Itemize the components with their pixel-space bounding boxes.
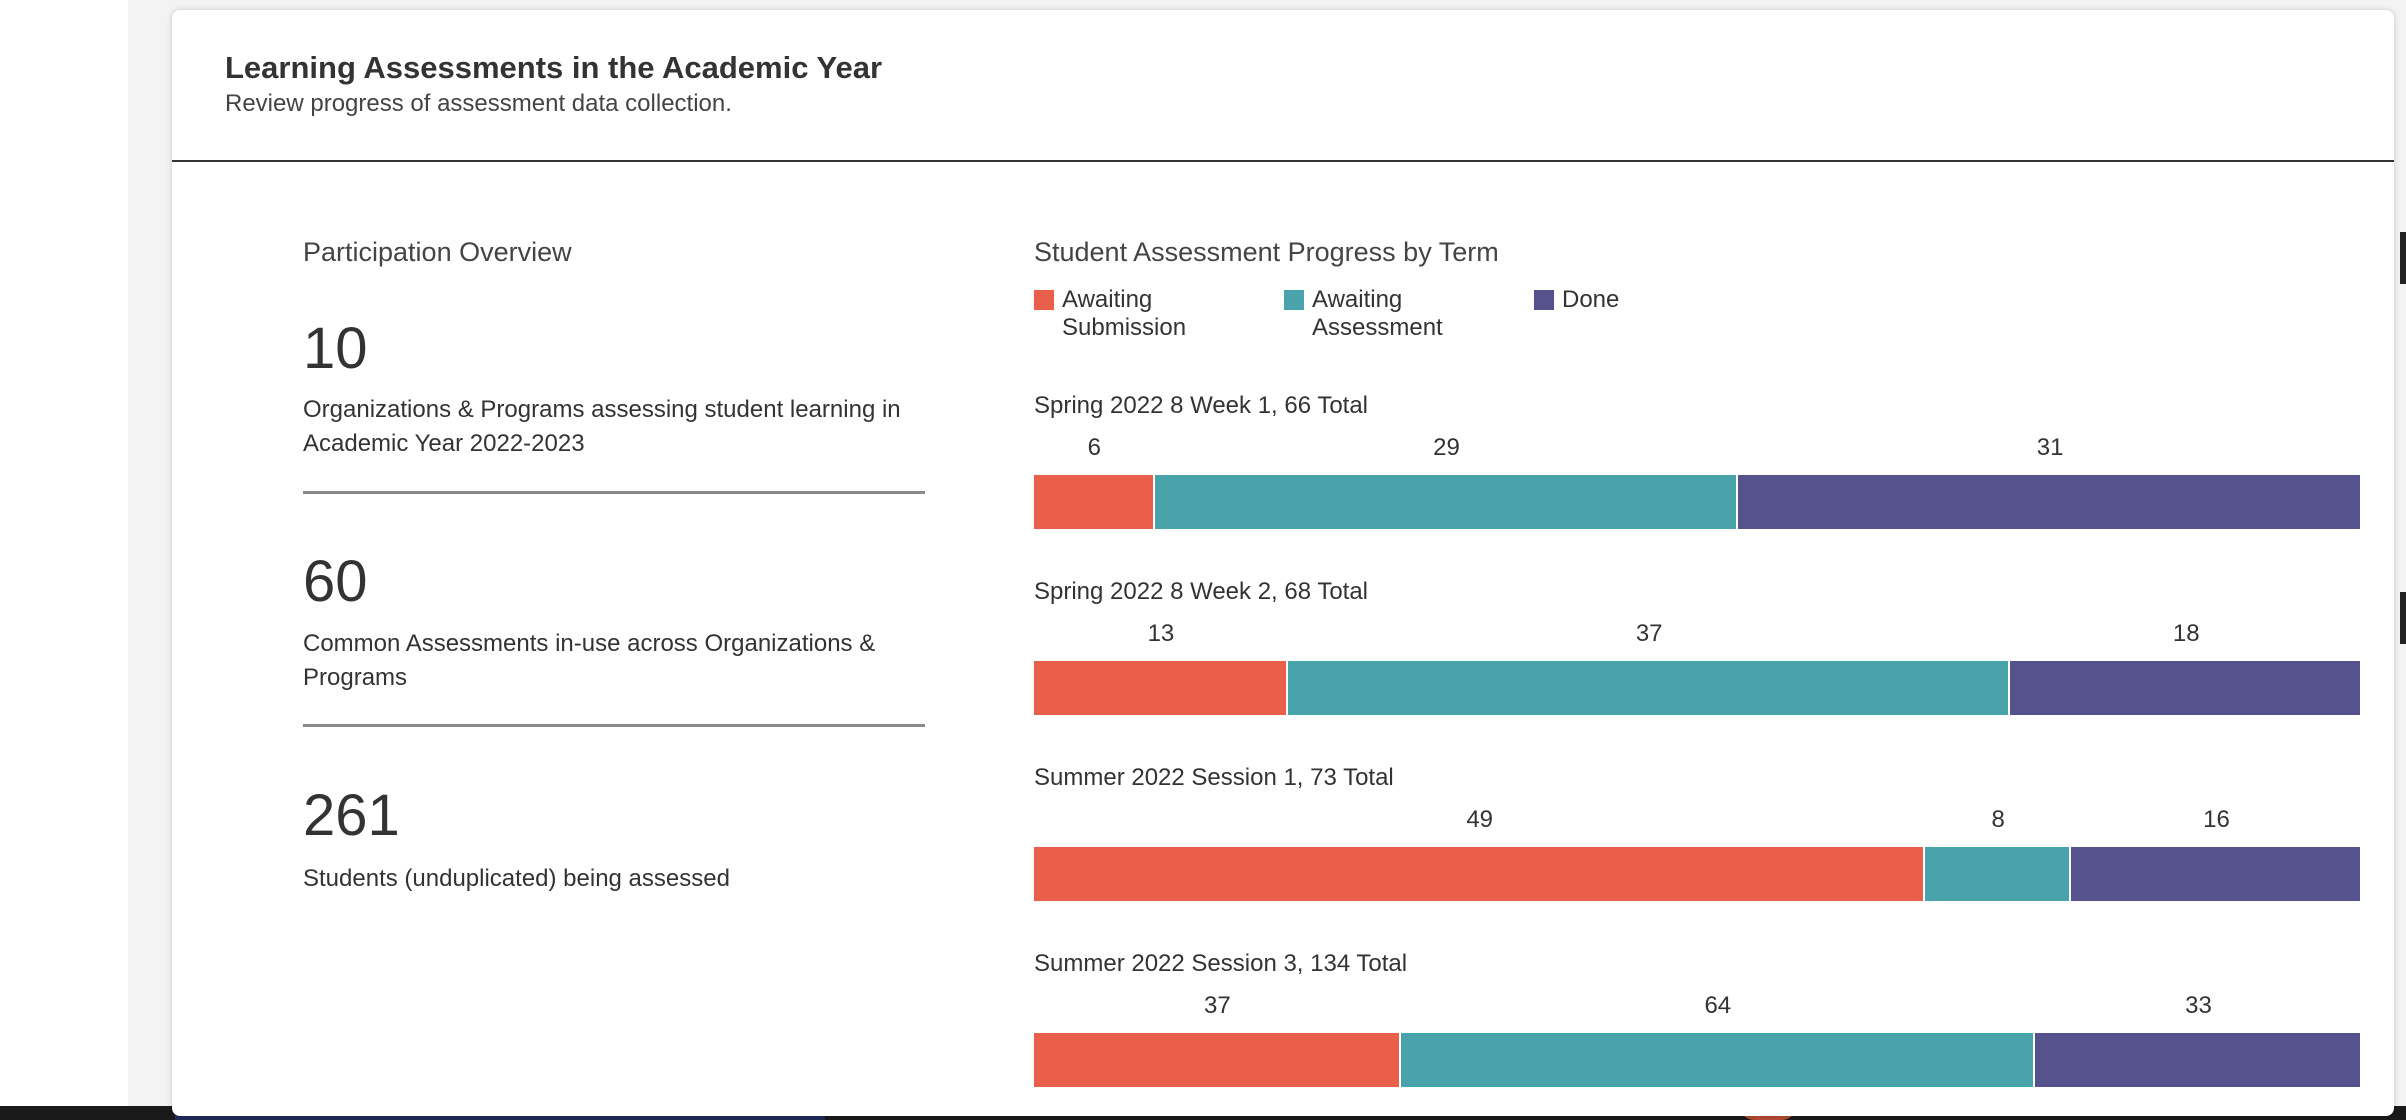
bar-segment-awaiting-submission — [1034, 661, 1286, 715]
left-gutter — [0, 0, 128, 1120]
chart-title: Student Assessment Progress by Term — [1034, 237, 1499, 267]
stat-value-students: 261 — [303, 783, 400, 848]
stat-divider — [303, 724, 925, 727]
bar-segment-done — [2034, 1033, 2360, 1087]
bar-segment-awaiting-submission — [1034, 1033, 1399, 1087]
legend-label: Done — [1562, 286, 1620, 313]
stat-description-organizations: Organizations & Programs assessing stude… — [303, 396, 901, 457]
bar-segment-awaiting-submission — [1034, 847, 1924, 901]
legend-swatch — [1534, 290, 1554, 310]
dialog-title: Learning Assessments in the Academic Yea… — [225, 50, 883, 85]
background-edge-mark — [2400, 232, 2406, 284]
bar-segment-awaiting-assessment — [1154, 475, 1737, 529]
bar-value-label: 37 — [1203, 992, 1231, 1019]
bar-row-label: Summer 2022 Session 1, 73 Total — [1034, 764, 1394, 791]
bar-row-label: Summer 2022 Session 3, 134 Total — [1034, 950, 1408, 977]
bar-value-label: 18 — [2172, 620, 2200, 647]
bar-row-label: Spring 2022 8 Week 2, 68 Total — [1034, 578, 1369, 605]
legend-swatch — [1284, 290, 1304, 310]
stat-description-students: Students (unduplicated) being assessed — [303, 865, 730, 892]
participation-overview-title: Participation Overview — [303, 237, 572, 267]
stat-divider — [303, 491, 925, 494]
bar-segment-done — [2010, 661, 2360, 715]
bar-value-label: 31 — [2036, 434, 2064, 461]
bar-segment-done — [1738, 475, 2360, 529]
bar-segment-done — [2070, 847, 2360, 901]
assessments-dialog: Learning Assessments in the Academic Yea… — [172, 10, 2394, 1116]
dialog-header: Learning Assessments in the Academic Yea… — [172, 10, 2394, 162]
stat-value-organizations: 10 — [303, 316, 368, 381]
bar-segment-awaiting-submission — [1034, 475, 1153, 529]
bar-value-label: 49 — [1466, 806, 1494, 833]
stat-value-common-assessments: 60 — [303, 549, 368, 614]
bar-value-label: 64 — [1704, 992, 1732, 1019]
legend-label: Awaiting Assessment — [1312, 286, 1443, 341]
bar-value-label: 6 — [1087, 434, 1102, 461]
bar-value-label: 13 — [1147, 620, 1175, 647]
bar-value-label: 16 — [2203, 806, 2230, 833]
chart-legend: Awaiting Submission Awaiting Assessment … — [1034, 286, 1734, 346]
bar-value-label: 33 — [2185, 992, 2212, 1019]
bar-row-label: Spring 2022 8 Week 1, 66 Total — [1034, 392, 1369, 419]
stat-description-common-assessments: Common Assessments in-use across Organiz… — [303, 630, 876, 691]
legend-label: Awaiting Submission — [1062, 286, 1187, 341]
bar-value-label: 37 — [1635, 620, 1663, 647]
bar-segment-awaiting-assessment — [1287, 661, 2009, 715]
bar-value-label: 29 — [1433, 434, 1460, 461]
bar-segment-awaiting-assessment — [1400, 1033, 2033, 1087]
background-edge-mark — [2400, 592, 2406, 644]
dialog-subtitle: Review progress of assessment data colle… — [225, 90, 732, 117]
bar-value-label: 8 — [1991, 806, 2005, 833]
bar-segment-awaiting-assessment — [1925, 847, 2069, 901]
legend-swatch — [1034, 290, 1054, 310]
